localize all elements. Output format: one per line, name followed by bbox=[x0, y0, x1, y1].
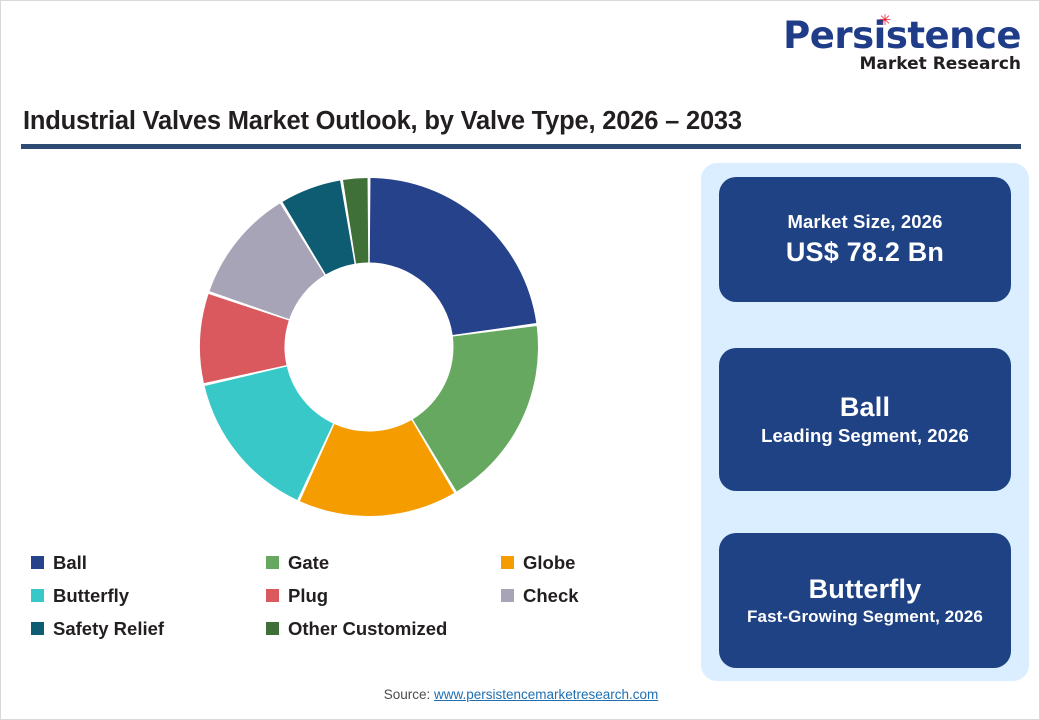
leading-segment-value: Ball bbox=[839, 392, 891, 422]
legend-label: Safety Relief bbox=[53, 617, 165, 639]
market-size-card: Market Size, 2026 US$ 78.2 Bn bbox=[719, 177, 1011, 302]
legend-item-ball[interactable]: Ball bbox=[31, 552, 266, 574]
donut-chart bbox=[181, 161, 561, 541]
market-size-caption: Market Size, 2026 bbox=[787, 211, 943, 232]
donut-slice-safety-relief[interactable] bbox=[282, 180, 355, 275]
logo-name: Persistence bbox=[783, 14, 1021, 57]
legend-swatch-icon bbox=[266, 622, 279, 635]
legend-item-butterfly[interactable]: Butterfly bbox=[31, 585, 266, 607]
legend-item-gate[interactable]: Gate bbox=[266, 552, 501, 574]
donut-slice-ball[interactable] bbox=[369, 178, 537, 336]
donut-slice-plug[interactable] bbox=[200, 293, 289, 384]
legend-item-globe[interactable]: Globe bbox=[501, 552, 671, 574]
legend-label: Ball bbox=[53, 551, 87, 573]
donut-slice-butterfly[interactable] bbox=[204, 366, 334, 500]
legend-swatch-icon bbox=[501, 589, 514, 602]
legend-row: Safety Relief Other Customized bbox=[31, 612, 671, 645]
donut-slice-group bbox=[200, 178, 539, 517]
legend-swatch-icon bbox=[31, 589, 44, 602]
fast-growing-segment-value: Butterfly bbox=[808, 574, 922, 604]
donut-chart-svg bbox=[200, 178, 539, 517]
fast-growing-segment-caption: Fast-Growing Segment, 2026 bbox=[747, 607, 983, 626]
legend-swatch-icon bbox=[31, 622, 44, 635]
donut-slice-other-customized[interactable] bbox=[343, 178, 369, 264]
page-title: Industrial Valves Market Outlook, by Val… bbox=[23, 107, 742, 135]
fast-growing-segment-card: Butterfly Fast-Growing Segment, 2026 bbox=[719, 533, 1011, 668]
legend-swatch-icon bbox=[266, 556, 279, 569]
donut-slice-gate[interactable] bbox=[412, 325, 539, 492]
legend-swatch-icon bbox=[31, 556, 44, 569]
legend-label: Check bbox=[523, 584, 579, 606]
chart-legend: Ball Gate Globe Butterfly Plug Chec bbox=[31, 546, 671, 645]
donut-slice-check[interactable] bbox=[209, 203, 325, 320]
legend-label: Globe bbox=[523, 551, 576, 573]
legend-row: Butterfly Plug Check bbox=[31, 579, 671, 612]
legend-item-safety-relief[interactable]: Safety Relief bbox=[31, 618, 266, 640]
market-size-value: US$ 78.2 Bn bbox=[785, 237, 945, 267]
legend-label: Other Customized bbox=[288, 617, 448, 639]
source-footer: Source: www.persistencemarketresearch.co… bbox=[1, 687, 1040, 702]
source-prefix: Source: bbox=[383, 687, 434, 702]
legend-item-check[interactable]: Check bbox=[501, 585, 671, 607]
legend-label: Butterfly bbox=[53, 584, 130, 606]
highlights-panel: Market Size, 2026 US$ 78.2 Bn Ball Leadi… bbox=[701, 163, 1029, 681]
legend-label: Plug bbox=[288, 584, 329, 606]
legend-item-other-customized[interactable]: Other Customized bbox=[266, 618, 501, 640]
legend-row: Ball Gate Globe bbox=[31, 546, 671, 579]
legend-label: Gate bbox=[288, 551, 330, 573]
donut-slice-globe[interactable] bbox=[299, 419, 455, 517]
leading-segment-card: Ball Leading Segment, 2026 bbox=[719, 348, 1011, 491]
title-divider bbox=[21, 144, 1021, 149]
logo-tagline: Market Research bbox=[859, 54, 1022, 74]
legend-swatch-icon bbox=[501, 556, 514, 569]
logo-star-icon: ✳ bbox=[878, 11, 892, 29]
source-link[interactable]: www.persistencemarketresearch.com bbox=[433, 687, 659, 702]
leading-segment-caption: Leading Segment, 2026 bbox=[761, 425, 969, 446]
legend-swatch-icon bbox=[266, 589, 279, 602]
logo-wordmark: Persistence ✳ bbox=[783, 11, 1021, 57]
company-logo: Persistence ✳ Market Research bbox=[783, 11, 1022, 74]
legend-item-plug[interactable]: Plug bbox=[266, 585, 501, 607]
